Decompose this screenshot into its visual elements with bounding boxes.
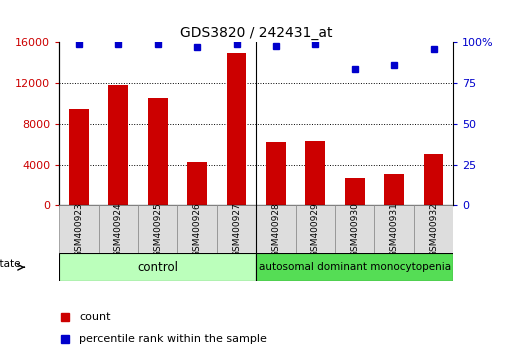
- Bar: [335, 205, 374, 253]
- Text: GSM400932: GSM400932: [429, 202, 438, 257]
- Bar: [187, 161, 207, 205]
- Bar: [177, 205, 217, 253]
- Bar: [266, 142, 286, 205]
- Bar: [384, 174, 404, 205]
- Bar: [256, 205, 296, 253]
- Bar: [217, 205, 256, 253]
- Bar: [109, 85, 128, 205]
- Bar: [59, 205, 99, 253]
- Bar: [424, 154, 443, 205]
- Bar: [99, 205, 138, 253]
- Bar: [59, 253, 256, 281]
- Text: GSM400923: GSM400923: [75, 202, 83, 257]
- Bar: [305, 141, 325, 205]
- Bar: [374, 205, 414, 253]
- Text: GSM400925: GSM400925: [153, 202, 162, 257]
- Text: disease state: disease state: [0, 259, 21, 269]
- Text: percentile rank within the sample: percentile rank within the sample: [79, 334, 267, 344]
- Text: GSM400929: GSM400929: [311, 202, 320, 257]
- Bar: [138, 205, 177, 253]
- Text: GSM400927: GSM400927: [232, 202, 241, 257]
- Title: GDS3820 / 242431_at: GDS3820 / 242431_at: [180, 26, 333, 40]
- Text: GSM400928: GSM400928: [271, 202, 280, 257]
- Bar: [296, 205, 335, 253]
- Bar: [345, 178, 365, 205]
- Text: GSM400931: GSM400931: [390, 202, 399, 257]
- Bar: [69, 109, 89, 205]
- Bar: [414, 205, 453, 253]
- Text: GSM400924: GSM400924: [114, 202, 123, 257]
- Text: GSM400926: GSM400926: [193, 202, 201, 257]
- Text: GSM400930: GSM400930: [350, 202, 359, 257]
- Bar: [148, 98, 167, 205]
- Text: control: control: [137, 261, 178, 274]
- Bar: [227, 53, 246, 205]
- Bar: [256, 253, 453, 281]
- Text: autosomal dominant monocytopenia: autosomal dominant monocytopenia: [259, 262, 451, 272]
- Text: count: count: [79, 312, 110, 322]
